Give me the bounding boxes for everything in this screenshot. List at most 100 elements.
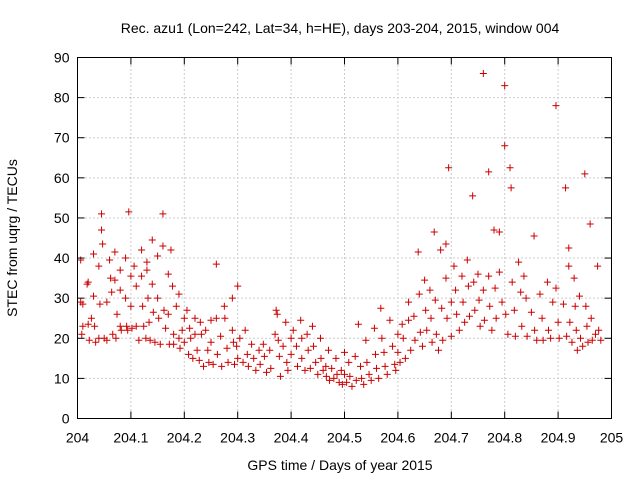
- data-point: [450, 262, 458, 270]
- data-point: [310, 342, 318, 350]
- data-point: [167, 246, 175, 254]
- data-point: [250, 354, 258, 362]
- data-point: [228, 326, 236, 334]
- data-point: [84, 320, 92, 328]
- data-point: [180, 314, 188, 322]
- data-point: [373, 364, 381, 372]
- data-point: [294, 362, 302, 370]
- data-point: [217, 332, 225, 340]
- data-point: [111, 276, 119, 284]
- data-point: [511, 332, 519, 340]
- data-point: [212, 314, 220, 322]
- grid: [77, 57, 612, 419]
- y-tick-label: 90: [54, 50, 70, 66]
- data-point: [391, 360, 399, 368]
- data-point: [132, 282, 140, 290]
- data-point: [178, 326, 186, 334]
- data-point: [116, 286, 124, 294]
- data-point: [130, 262, 138, 270]
- data-point: [91, 322, 99, 330]
- data-point: [597, 336, 605, 344]
- data-point: [205, 358, 213, 366]
- data-point: [495, 228, 503, 236]
- data-point: [98, 226, 106, 234]
- data-point: [458, 272, 466, 280]
- data-point: [170, 330, 178, 338]
- data-point: [343, 378, 351, 386]
- data-point: [78, 330, 86, 338]
- data-point: [156, 340, 164, 348]
- data-point: [410, 312, 418, 320]
- data-point: [332, 354, 340, 362]
- data-points: [77, 70, 605, 390]
- data-point: [351, 352, 359, 360]
- data-point: [154, 294, 162, 302]
- data-point: [239, 358, 247, 366]
- data-point: [442, 274, 450, 282]
- data-point: [229, 338, 237, 346]
- data-point: [392, 366, 400, 374]
- data-point: [303, 330, 311, 338]
- data-point: [428, 338, 436, 346]
- data-point: [139, 302, 147, 310]
- data-point: [595, 326, 603, 334]
- data-point: [98, 210, 106, 218]
- data-point: [228, 294, 236, 302]
- data-point: [122, 294, 130, 302]
- data-point: [423, 326, 431, 334]
- data-point: [111, 248, 119, 256]
- y-tick-label: 70: [54, 130, 70, 146]
- data-point: [565, 262, 573, 270]
- data-point: [552, 102, 560, 110]
- data-point: [587, 314, 595, 322]
- data-point: [498, 298, 506, 306]
- axis-ticks: [77, 57, 612, 419]
- data-point: [552, 284, 560, 292]
- data-point: [116, 266, 124, 274]
- data-point: [284, 366, 292, 374]
- data-point: [485, 272, 493, 280]
- data-point: [363, 358, 371, 366]
- data-point: [405, 316, 413, 324]
- data-point: [142, 334, 150, 342]
- data-point: [452, 286, 460, 294]
- data-point: [90, 250, 98, 258]
- data-point: [479, 286, 487, 294]
- data-point: [547, 334, 555, 342]
- data-point: [362, 336, 370, 344]
- data-point: [577, 334, 585, 342]
- data-point: [338, 380, 346, 388]
- data-point: [87, 314, 95, 322]
- data-point: [501, 142, 509, 150]
- data-point: [415, 290, 423, 298]
- data-point: [517, 288, 525, 296]
- x-tick-label: 204.7: [434, 430, 469, 446]
- data-point: [502, 310, 510, 318]
- data-point: [244, 362, 252, 370]
- data-point: [459, 298, 467, 306]
- data-point: [263, 368, 271, 376]
- data-point: [414, 248, 422, 256]
- data-point: [154, 252, 162, 260]
- data-point: [159, 242, 167, 250]
- data-point: [148, 236, 156, 244]
- data-point: [563, 332, 571, 340]
- data-point: [407, 346, 415, 354]
- data-point: [586, 220, 594, 228]
- data-point: [445, 164, 453, 172]
- data-point: [175, 334, 183, 342]
- data-point: [220, 302, 228, 310]
- data-point: [328, 364, 336, 372]
- x-tick-label: 204.2: [167, 430, 202, 446]
- y-tick-label: 80: [54, 90, 70, 106]
- data-point: [411, 336, 419, 344]
- data-point: [443, 314, 451, 322]
- data-point: [527, 308, 535, 316]
- data-point: [380, 348, 388, 356]
- data-point: [341, 348, 348, 356]
- data-point: [357, 362, 365, 370]
- data-point: [99, 240, 107, 248]
- data-point: [79, 322, 87, 330]
- data-point: [255, 346, 263, 354]
- x-axis-label: GPS time / Days of year 2015: [247, 457, 432, 473]
